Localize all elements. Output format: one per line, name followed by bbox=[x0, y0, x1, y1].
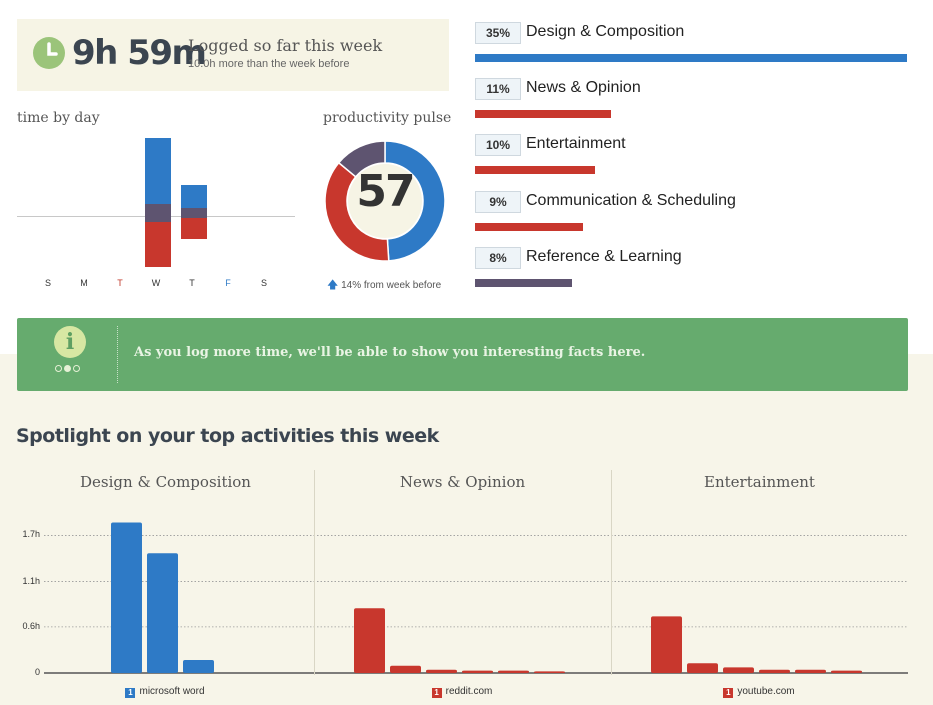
spotlight-bar[interactable] bbox=[498, 670, 529, 673]
bar-distracting[interactable] bbox=[145, 221, 171, 267]
bar-productive[interactable] bbox=[181, 184, 207, 209]
category-bar bbox=[475, 166, 596, 174]
legend-label: youtube.com bbox=[737, 686, 795, 697]
spotlight-bar[interactable] bbox=[759, 669, 790, 673]
week-comparison: 10.0h more than the week before bbox=[188, 58, 350, 70]
category-percent: 8% bbox=[475, 247, 521, 269]
pager-dot[interactable] bbox=[73, 365, 80, 372]
category-name[interactable]: News & Opinion bbox=[526, 79, 641, 96]
spotlight-title: Spotlight on your top activities this we… bbox=[16, 425, 439, 447]
category-bar bbox=[475, 223, 583, 231]
spotlight-bar[interactable] bbox=[426, 669, 457, 673]
category-name[interactable]: Design & Composition bbox=[526, 23, 685, 40]
pulse-center bbox=[348, 164, 422, 238]
spotlight-legend[interactable]: 1 microsoft word bbox=[125, 686, 205, 698]
time-by-day-title: time by day bbox=[17, 110, 100, 126]
panel-divider bbox=[611, 470, 612, 675]
banner-pager[interactable] bbox=[55, 365, 87, 373]
logged-label: Logged so far this week bbox=[188, 36, 383, 55]
spotlight-bar[interactable] bbox=[462, 670, 493, 673]
spotlight-panel-title[interactable]: Entertainment bbox=[704, 473, 815, 491]
category-bar bbox=[475, 279, 572, 287]
banner-divider bbox=[117, 326, 118, 383]
banner-text: As you log more time, we'll be able to s… bbox=[134, 345, 646, 360]
legend-swatch: 1 bbox=[125, 688, 136, 698]
category-row[interactable]: 9% Communication & Scheduling bbox=[475, 191, 907, 251]
category-percent: 9% bbox=[475, 191, 521, 213]
category-bar bbox=[475, 110, 611, 118]
bar-neutral[interactable] bbox=[145, 204, 171, 222]
spotlight-legend[interactable]: 1 reddit.com bbox=[431, 686, 493, 698]
spotlight-bar[interactable] bbox=[723, 667, 754, 673]
productivity-pulse-donut[interactable] bbox=[323, 139, 447, 263]
spotlight-bar[interactable] bbox=[687, 663, 718, 673]
category-percent: 10% bbox=[475, 134, 521, 156]
day-label: S bbox=[260, 278, 267, 288]
time-by-day-chart[interactable] bbox=[17, 128, 295, 268]
y-tick-label: 1.7h bbox=[22, 529, 40, 540]
clock-icon bbox=[33, 37, 65, 69]
info-icon: i bbox=[54, 326, 86, 358]
category-percent: 11% bbox=[475, 78, 521, 100]
day-label: M bbox=[80, 278, 88, 288]
y-tick-label: 1.1h bbox=[22, 575, 40, 586]
spotlight-bar[interactable] bbox=[795, 669, 826, 673]
pager-dot[interactable] bbox=[55, 365, 62, 372]
spotlight-bar[interactable] bbox=[390, 665, 421, 673]
category-name[interactable]: Reference & Learning bbox=[526, 248, 682, 265]
spotlight-bar[interactable] bbox=[354, 608, 385, 673]
spotlight-panel-title[interactable]: Design & Composition bbox=[80, 473, 251, 491]
spotlight-bar[interactable] bbox=[111, 522, 142, 673]
panel-divider bbox=[314, 470, 315, 675]
spotlight-bar[interactable] bbox=[534, 671, 565, 673]
arrow-up-icon: 🡅 bbox=[327, 279, 339, 291]
day-label: T bbox=[117, 278, 123, 288]
pulse-score: 57 bbox=[356, 166, 415, 217]
pulse-slice-productive[interactable] bbox=[384, 140, 446, 262]
spotlight-svg bbox=[44, 522, 908, 674]
category-row[interactable]: 8% Reference & Learning bbox=[475, 247, 907, 307]
category-row[interactable]: 11% News & Opinion bbox=[475, 78, 907, 138]
spotlight-legend[interactable]: 1 youtube.com bbox=[723, 686, 795, 698]
pulse-title: productivity pulse bbox=[323, 110, 452, 126]
spotlight-panel-title[interactable]: News & Opinion bbox=[399, 473, 526, 491]
spotlight-bar[interactable] bbox=[183, 660, 214, 673]
day-label: F bbox=[225, 278, 231, 288]
pulse-delta-text: 14% from week before bbox=[341, 280, 442, 291]
bar-neutral[interactable] bbox=[181, 208, 207, 218]
legend-label: reddit.com bbox=[445, 686, 493, 697]
bar-productive[interactable] bbox=[145, 137, 171, 205]
legend-swatch: 1 bbox=[431, 688, 442, 698]
category-row[interactable]: 10% Entertainment bbox=[475, 134, 907, 194]
day-label: S bbox=[44, 278, 51, 288]
pulse-slice-neutral[interactable] bbox=[337, 140, 386, 178]
day-label: W bbox=[151, 278, 161, 288]
category-row[interactable]: 35% Design & Composition bbox=[475, 22, 907, 82]
total-time: 9h 59m bbox=[72, 33, 207, 73]
pager-dot-active[interactable] bbox=[64, 365, 71, 372]
legend-swatch: 1 bbox=[723, 688, 734, 698]
bar-distracting[interactable] bbox=[181, 217, 207, 240]
legend-label: microsoft word bbox=[139, 686, 205, 697]
spotlight-charts: 0 0.6h 1.1h 1.7h Design & Composition 1 micros… bbox=[0, 460, 933, 705]
spotlight-bar[interactable] bbox=[651, 616, 682, 673]
spotlight-bar[interactable] bbox=[147, 553, 178, 673]
category-bar bbox=[475, 54, 907, 62]
pulse-delta: 🡅 14% from week before bbox=[327, 276, 447, 295]
y-tick-label: 0 bbox=[34, 667, 40, 677]
spotlight-bar[interactable] bbox=[831, 670, 862, 673]
day-label: T bbox=[189, 278, 195, 288]
y-tick-label: 0.6h bbox=[22, 620, 40, 631]
category-name[interactable]: Communication & Scheduling bbox=[526, 192, 736, 209]
category-percent: 35% bbox=[475, 22, 521, 44]
info-banner: i As you log more time, we'll be able to… bbox=[17, 318, 908, 391]
category-name[interactable]: Entertainment bbox=[526, 135, 626, 152]
weekly-summary: 9h 59m Logged so far this week 10.0h mor… bbox=[17, 19, 449, 91]
